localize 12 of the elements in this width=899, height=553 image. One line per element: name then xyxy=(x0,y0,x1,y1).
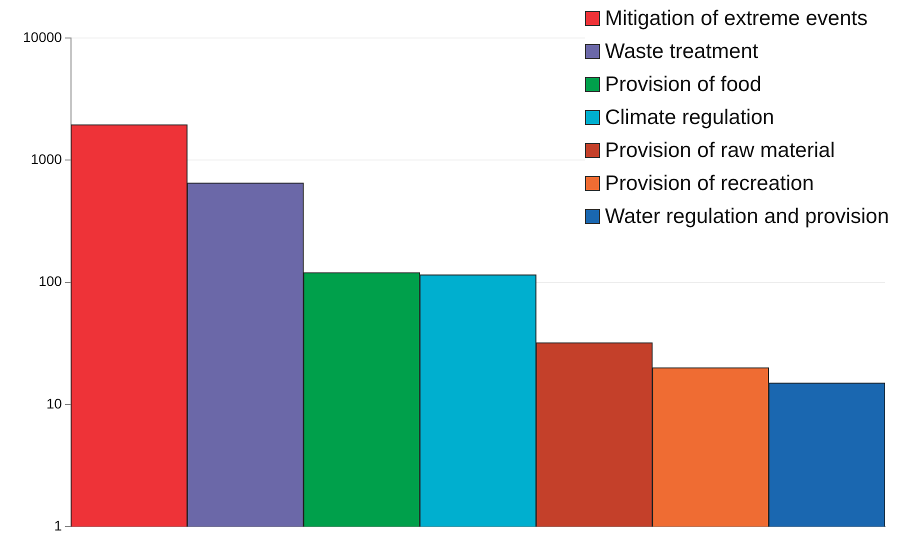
legend-label: Provision of recreation xyxy=(604,171,814,197)
y-tick-label: 10 xyxy=(46,395,62,412)
y-tick-label: 1000 xyxy=(30,151,62,168)
legend-label: Water regulation and provision xyxy=(604,204,889,230)
legend-label: Mitigation of extreme events xyxy=(604,6,868,32)
y-tick-label: 100 xyxy=(38,273,62,290)
legend-label: Climate regulation xyxy=(604,105,774,131)
legend-label: Provision of food xyxy=(604,72,762,98)
y-tick-label: 1 xyxy=(54,517,62,534)
legend-label: Provision of raw material xyxy=(604,138,835,164)
y-tick-label: 10000 xyxy=(22,28,62,45)
legend-label: Waste treatment xyxy=(604,39,758,65)
